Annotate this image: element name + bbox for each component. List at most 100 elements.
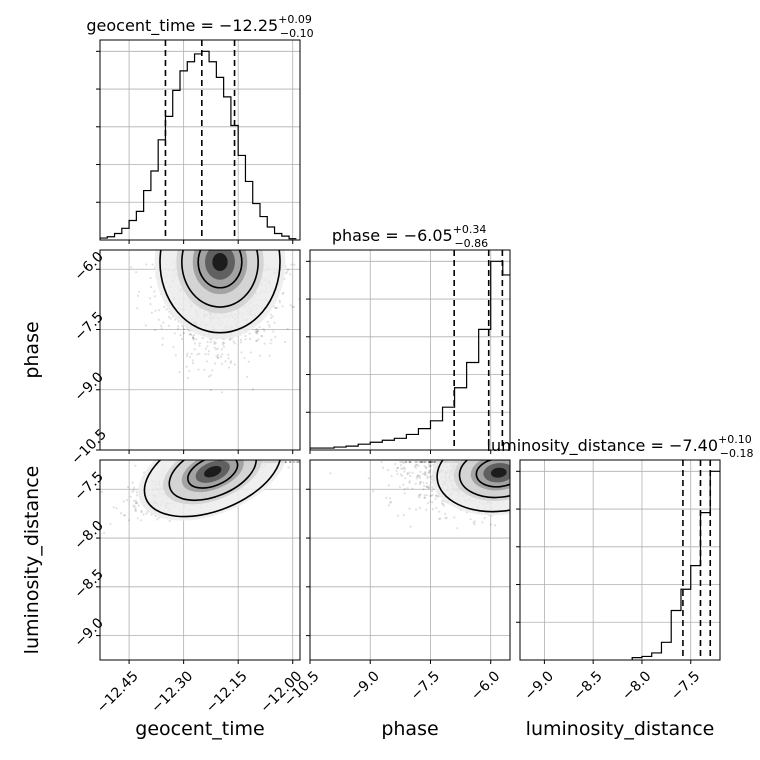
- scatter-point: [297, 460, 300, 464]
- scatter-point: [134, 464, 137, 467]
- hist-panel-luminosity_distance: [516, 459, 721, 664]
- scatter-point: [287, 466, 290, 469]
- scatter-point: [255, 330, 258, 333]
- scatter-point: [425, 508, 428, 511]
- scatter-point: [431, 460, 434, 464]
- scatter-point: [418, 493, 421, 497]
- scatter-point: [293, 263, 296, 266]
- scatter-point: [229, 338, 232, 341]
- scatter-point: [372, 490, 375, 493]
- scatter-point: [278, 301, 281, 304]
- scatter-point: [427, 486, 430, 489]
- scatter-point: [208, 337, 211, 341]
- scatter-point: [385, 496, 388, 499]
- scatter-point: [134, 507, 137, 510]
- density-level-4: [204, 466, 222, 478]
- scatter-point: [167, 315, 171, 319]
- scatter-point: [403, 470, 406, 473]
- scatter-point: [207, 375, 211, 378]
- scatter-point: [418, 483, 421, 486]
- scatter-point: [248, 332, 251, 335]
- scatter-point: [115, 507, 118, 510]
- hist-step-phase: [310, 260, 510, 450]
- scatter-point: [221, 341, 224, 344]
- scatter-point: [176, 327, 180, 330]
- scatter-point: [408, 471, 411, 474]
- scatter-point: [134, 509, 137, 512]
- scatter-point: [191, 335, 194, 338]
- scatter-point: [130, 266, 133, 269]
- scatter-point: [247, 360, 250, 363]
- scatter-point: [439, 517, 442, 520]
- scatter-point: [428, 460, 431, 464]
- scatter-point: [267, 323, 270, 326]
- scatter-point: [174, 318, 177, 321]
- scatter-point: [445, 516, 448, 519]
- scatter-point: [209, 374, 212, 377]
- scatter-point: [416, 463, 419, 466]
- scatter-point: [417, 494, 420, 497]
- scatter-point: [420, 460, 423, 464]
- scatter-point: [179, 333, 182, 337]
- scatter-point: [135, 502, 138, 505]
- scatter-point: [442, 504, 445, 507]
- scatter-point: [425, 460, 428, 464]
- scatter-point: [182, 332, 185, 335]
- scatter-point: [422, 472, 425, 475]
- scatter-point: [288, 460, 291, 464]
- scatter-point: [145, 263, 148, 266]
- scatter-point: [268, 354, 271, 357]
- scatter-point: [401, 474, 404, 477]
- scatter-point: [270, 316, 273, 320]
- scatter-point: [205, 360, 208, 363]
- scatter-point: [285, 460, 288, 464]
- scatter-point: [414, 466, 418, 469]
- scatter-point: [167, 324, 170, 327]
- scatter-point: [132, 489, 135, 492]
- scatter-point: [404, 460, 408, 464]
- scatter-point: [221, 343, 225, 346]
- scatter-point: [193, 342, 196, 345]
- scatter-point: [402, 460, 405, 464]
- scatter-point: [221, 353, 224, 356]
- scatter-point: [422, 481, 425, 484]
- scatter-point: [429, 494, 432, 498]
- scatter-point: [140, 519, 143, 522]
- scatter-point: [435, 494, 438, 497]
- scatter-point: [428, 460, 431, 464]
- scatter-point: [122, 514, 125, 517]
- scatter-point: [154, 309, 157, 312]
- scatter-point: [430, 460, 433, 464]
- scatter-point: [156, 518, 159, 521]
- scatter-point: [399, 464, 403, 467]
- scatter-point: [193, 333, 196, 337]
- scatter-point: [227, 357, 230, 360]
- scatter-point: [394, 462, 397, 466]
- scatter-point: [421, 460, 425, 464]
- scatter-point: [419, 480, 422, 483]
- scatter-point: [429, 481, 433, 484]
- scatter-point: [163, 305, 166, 308]
- scatter-point: [135, 491, 138, 494]
- scatter-point: [408, 480, 411, 483]
- contour-line-0: [143, 460, 282, 518]
- scatter-point: [134, 499, 138, 502]
- scatter-point: [420, 460, 423, 464]
- scatter-point: [243, 356, 246, 359]
- hist-luminosity_distance-background: [520, 460, 720, 660]
- scatter-point: [428, 460, 431, 464]
- scatter-point: [289, 273, 292, 276]
- scatter-point: [229, 361, 232, 364]
- scatter-point: [232, 340, 235, 343]
- scatter-point: [424, 473, 427, 476]
- scatter-point: [428, 465, 431, 468]
- scatter-point: [408, 460, 411, 464]
- scatter-point: [149, 276, 152, 280]
- scatter-point: [112, 506, 115, 509]
- scatter-point: [403, 492, 406, 495]
- scatter-point: [254, 331, 258, 334]
- scatter-point: [192, 337, 195, 340]
- scatter-point: [198, 344, 201, 347]
- scatter-point: [228, 338, 231, 341]
- scatter-point: [131, 481, 134, 484]
